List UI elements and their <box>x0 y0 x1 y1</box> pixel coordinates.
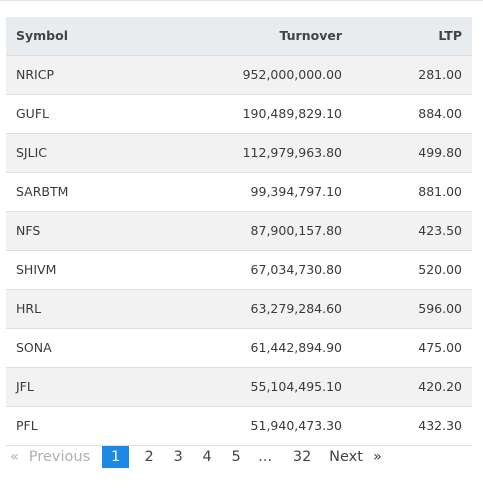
table-row: SONA 61,442,894.90 475.00 <box>6 328 472 367</box>
cell-ltp: 281.00 <box>418 67 462 82</box>
page-button-4[interactable]: 4 <box>202 449 212 465</box>
table-row: NFS 87,900,157.80 423.50 <box>6 211 472 250</box>
double-chevron-left-icon: « <box>10 449 19 465</box>
next-page-button[interactable]: Next » <box>329 446 382 468</box>
cell-ltp: 881.00 <box>418 184 462 199</box>
header-symbol[interactable]: Symbol <box>6 17 126 56</box>
page-button-1[interactable]: 1 <box>102 446 130 468</box>
cell-ltp: 423.50 <box>418 223 462 238</box>
page-button-3[interactable]: 3 <box>173 449 183 465</box>
cell-turnover: 112,979,963.80 <box>242 145 342 160</box>
cell-turnover: 51,940,473.30 <box>250 418 342 433</box>
cell-symbol: SONA <box>16 340 52 355</box>
header-ltp[interactable]: LTP <box>352 17 472 56</box>
table-row: SJLIC 112,979,963.80 499.80 <box>6 133 472 172</box>
table-row: NRICP 952,000,000.00 281.00 <box>6 55 472 94</box>
cell-ltp: 596.00 <box>418 301 462 316</box>
cell-symbol: HRL <box>16 301 42 316</box>
page-button-2[interactable]: 2 <box>144 449 154 465</box>
table-row: HRL 63,279,284.60 596.00 <box>6 289 472 328</box>
double-chevron-right-icon: » <box>372 449 382 465</box>
cell-symbol: NRICP <box>16 67 54 82</box>
table-row: SHIVM 67,034,730.80 520.00 <box>6 250 472 289</box>
table-row: SARBTM 99,394,797.10 881.00 <box>6 172 472 211</box>
table-row: GUFL 190,489,829.10 884.00 <box>6 94 472 133</box>
cell-symbol: NFS <box>16 223 41 238</box>
header-row: Symbol Turnover LTP <box>6 17 472 56</box>
table-header: Symbol Turnover LTP <box>6 17 472 56</box>
cell-ltp: 499.80 <box>418 145 462 160</box>
page-button-32[interactable]: 32 <box>292 449 312 465</box>
turnover-table-container: Symbol Turnover LTP NRICP 952,000,000.00… <box>6 17 472 446</box>
turnover-table: Symbol Turnover LTP NRICP 952,000,000.00… <box>6 17 472 446</box>
cell-ltp: 432.30 <box>418 418 462 433</box>
cell-turnover: 99,394,797.10 <box>250 184 342 199</box>
cell-turnover: 61,442,894.90 <box>250 340 342 355</box>
cell-symbol: SJLIC <box>16 145 47 160</box>
cell-ltp: 520.00 <box>418 262 462 277</box>
cell-turnover: 55,104,495.10 <box>250 379 342 394</box>
cell-symbol: GUFL <box>16 106 49 121</box>
pagination: « Previous 1 2 3 4 5 ... 32 Next » <box>10 444 382 470</box>
page-button-5[interactable]: 5 <box>231 449 241 465</box>
cell-symbol: JFL <box>16 379 34 394</box>
previous-label: Previous <box>28 449 91 465</box>
header-turnover[interactable]: Turnover <box>126 17 352 56</box>
next-label: Next <box>329 449 363 465</box>
table-row: JFL 55,104,495.10 420.20 <box>6 367 472 406</box>
cell-turnover: 87,900,157.80 <box>250 223 342 238</box>
cell-symbol: PFL <box>16 418 38 433</box>
cell-turnover: 952,000,000.00 <box>242 67 342 82</box>
cell-turnover: 190,489,829.10 <box>242 106 342 121</box>
pagination-ellipsis: ... <box>258 449 273 465</box>
cell-ltp: 884.00 <box>418 106 462 121</box>
table-row: PFL 51,940,473.30 432.30 <box>6 406 472 445</box>
cell-turnover: 67,034,730.80 <box>250 262 342 277</box>
previous-page-button: « Previous <box>10 446 90 468</box>
cell-symbol: SHIVM <box>16 262 57 277</box>
cell-turnover: 63,279,284.60 <box>250 301 342 316</box>
top-divider <box>0 0 483 1</box>
cell-symbol: SARBTM <box>16 184 69 199</box>
cell-ltp: 420.20 <box>418 379 462 394</box>
cell-ltp: 475.00 <box>418 340 462 355</box>
table-body: NRICP 952,000,000.00 281.00 GUFL 190,489… <box>6 55 472 445</box>
